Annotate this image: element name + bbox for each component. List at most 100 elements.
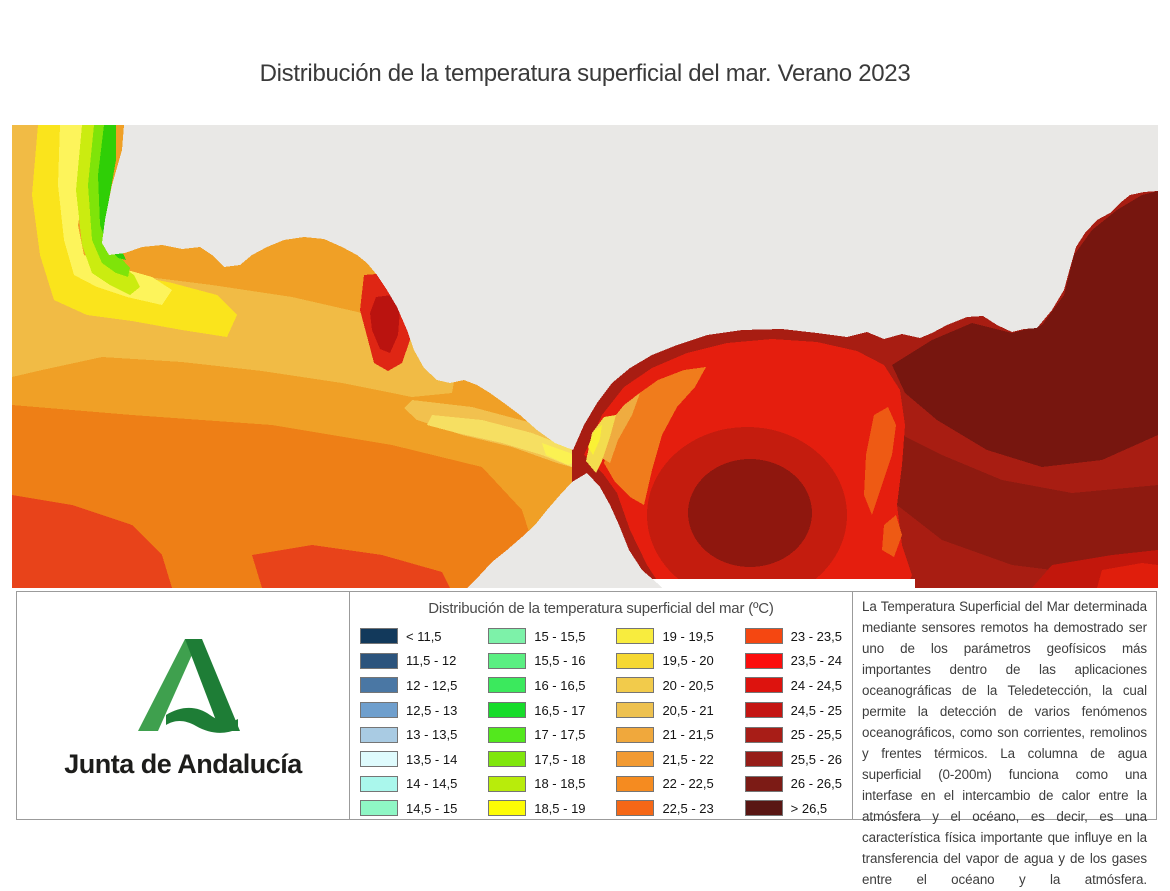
legend-label: 13 - 13,5	[406, 727, 458, 743]
legend-label: 24,5 - 25	[790, 702, 842, 718]
legend-swatch	[488, 775, 527, 792]
legend-label: 23 - 23,5	[790, 628, 842, 644]
legend-entry: 26 - 26,5	[744, 772, 842, 797]
legend-swatch	[360, 726, 398, 743]
legend-label: 15 - 15,5	[534, 628, 586, 644]
legend-entry: 16,5 - 17	[488, 698, 586, 723]
legend-swatch	[744, 628, 783, 645]
legend-entry: 22 - 22,5	[616, 772, 714, 797]
legend-label: 21 - 21,5	[662, 727, 714, 743]
legend-entry: 19 - 19,5	[616, 624, 714, 649]
legend-entry: 20 - 20,5	[616, 673, 714, 698]
legend-entry: 16 - 16,5	[488, 673, 586, 698]
legend-entry: < 11,5	[360, 624, 457, 649]
legend-entry: > 26,5	[744, 796, 842, 821]
legend-entry: 24 - 24,5	[744, 673, 842, 698]
logo-wordmark: Junta de Andalucía	[64, 749, 302, 779]
legend-label: 25 - 25,5	[790, 727, 842, 743]
legend-label: 16,5 - 17	[534, 702, 586, 718]
legend-label: 12 - 12,5	[406, 677, 458, 693]
legend-entry: 18 - 18,5	[488, 772, 586, 797]
legend-entry: 17,5 - 18	[488, 747, 586, 772]
legend-entry: 24,5 - 25	[744, 698, 842, 723]
legend-entry: 14,5 - 15	[360, 796, 457, 821]
legend-label: 19 - 19,5	[662, 628, 714, 644]
legend-entry: 23,5 - 24	[744, 649, 842, 674]
legend-swatch	[744, 726, 783, 743]
legend-label: 26 - 26,5	[790, 776, 842, 792]
legend-column-blues: < 11,5 11,5 - 12 12 - 12,5 12,5 - 13 13 - 13…	[360, 624, 457, 821]
legend-label: 18 - 18,5	[534, 776, 586, 792]
legend-entry: 15,5 - 16	[488, 649, 586, 674]
legend-swatch	[488, 677, 527, 694]
legend-swatch	[360, 775, 398, 792]
legend-entry: 12 - 12,5	[360, 673, 457, 698]
land-iberia	[102, 125, 1158, 450]
legend-entry: 15 - 15,5	[488, 624, 586, 649]
legend-swatch	[488, 652, 527, 669]
legend-label: 22 - 22,5	[662, 776, 714, 792]
legend-label: 11,5 - 12	[406, 653, 457, 669]
legend-swatch	[488, 751, 527, 768]
legend-swatch	[360, 751, 398, 768]
legend-label: 25,5 - 26	[790, 751, 842, 767]
legend-swatch	[744, 652, 783, 669]
legend-entry: 13 - 13,5	[360, 722, 457, 747]
legend-label: 14,5 - 15	[406, 800, 458, 816]
legend-label: 22,5 - 23	[662, 800, 714, 816]
legend-swatch	[488, 800, 527, 817]
legend-entry: 21,5 - 22	[616, 747, 714, 772]
legend-swatch	[616, 751, 655, 768]
legend-label: 14 - 14,5	[406, 776, 458, 792]
legend-column-reds: 23 - 23,5 23,5 - 24 24 - 24,5 24,5 - 25 25 -…	[744, 624, 842, 821]
legend-entry: 12,5 - 13	[360, 698, 457, 723]
legend-swatch	[744, 702, 783, 719]
sst-map	[12, 125, 1158, 588]
legend-entry: 22,5 - 23	[616, 796, 714, 821]
legend-swatch	[616, 775, 655, 792]
legend-swatch	[744, 751, 783, 768]
legend-label: 20 - 20,5	[662, 677, 714, 693]
legend-label: 19,5 - 20	[662, 653, 714, 669]
legend-column-yellows: 19 - 19,5 19,5 - 20 20 - 20,5 20,5 - 21 21 -…	[616, 624, 714, 821]
legend-swatch	[360, 652, 398, 669]
legend-label: 17 - 17,5	[534, 727, 586, 743]
legend-label: 20,5 - 21	[662, 702, 714, 718]
legend-swatch	[360, 677, 398, 694]
legend-label: 21,5 - 22	[662, 751, 714, 767]
legend-label: 16 - 16,5	[534, 677, 586, 693]
logo-panel: Junta de Andalucía	[17, 592, 350, 819]
legend-swatch	[360, 702, 398, 719]
legend-grid: < 11,5 11,5 - 12 12 - 12,5 12,5 - 13 13 - 13…	[360, 624, 842, 821]
legend-entry: 25,5 - 26	[744, 747, 842, 772]
legend-swatch	[360, 800, 398, 817]
legend-label: 12,5 - 13	[406, 702, 458, 718]
legend-entry: 13,5 - 14	[360, 747, 457, 772]
junta-de-andalucia-a-icon	[138, 639, 240, 733]
legend-label: > 26,5	[790, 800, 828, 816]
legend-entry: 21 - 21,5	[616, 722, 714, 747]
legend-entry: 23 - 23,5	[744, 624, 842, 649]
legend-entry: 20,5 - 21	[616, 698, 714, 723]
legend-column-greens: 15 - 15,5 15,5 - 16 16 - 16,5 16,5 - 17 17 -…	[488, 624, 586, 821]
legend-swatch	[616, 652, 655, 669]
legend-label: 18,5 - 19	[534, 800, 586, 816]
legend-swatch	[616, 702, 655, 719]
legend-label: < 11,5	[406, 628, 442, 644]
page-title: Distribución de la temperatura superfici…	[259, 60, 911, 87]
legend-label: 24 - 24,5	[790, 677, 842, 693]
legend-swatch	[488, 628, 527, 645]
legend-swatch	[488, 726, 527, 743]
legend-label: 13,5 - 14	[406, 751, 458, 767]
legend-entry: 17 - 17,5	[488, 722, 586, 747]
legend-swatch	[744, 800, 783, 817]
footer-panels: Junta de Andalucía Distribución de la te…	[16, 591, 1157, 887]
legend-label: 23,5 - 24	[790, 653, 842, 669]
legend-swatch	[744, 775, 783, 792]
legend-swatch	[616, 800, 655, 817]
land-morocco	[467, 473, 662, 588]
sst-map-raster	[12, 125, 1158, 588]
legend-swatch	[616, 677, 655, 694]
legend-entry: 19,5 - 20	[616, 649, 714, 674]
legend-entry: 25 - 25,5	[744, 722, 842, 747]
